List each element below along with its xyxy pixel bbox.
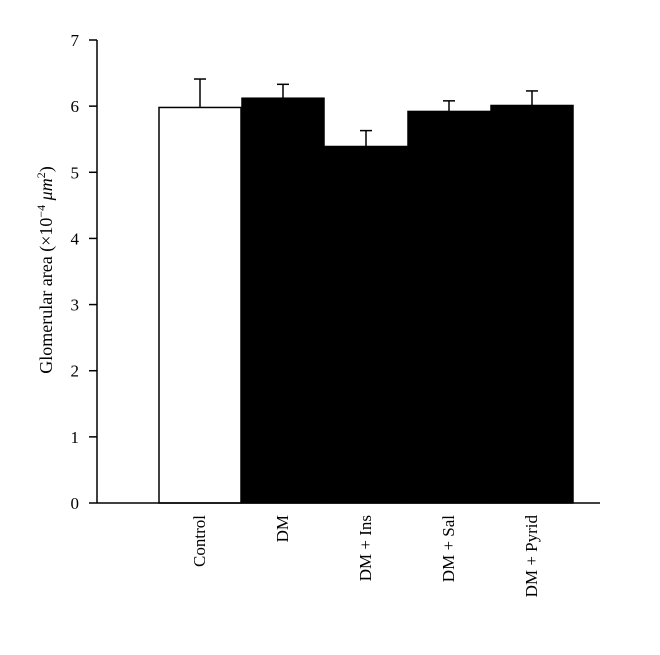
y-tick-label: 2 [71, 362, 80, 381]
bar-group [158, 97, 574, 504]
y-tick-label: 3 [71, 296, 80, 315]
y-axis-title-unit: μm [36, 178, 56, 205]
y-axis-title-unit-exponent: 2 [34, 172, 48, 178]
axes [96, 40, 600, 504]
y-tick-label: 6 [71, 97, 80, 116]
bar [490, 104, 574, 504]
bar [407, 110, 491, 504]
bar [324, 145, 408, 504]
y-tick-label: 7 [71, 31, 80, 50]
error-bar-group [194, 78, 538, 147]
x-category-label: DM [273, 515, 292, 542]
x-category-label: Control [190, 515, 209, 567]
bar [241, 97, 325, 504]
y-axis-title-exponent: −4 [34, 205, 48, 218]
x-category-label: DM + Ins [356, 515, 375, 581]
bar [158, 106, 242, 504]
y-tick-label: 0 [71, 494, 80, 513]
x-category-labels: Control DM DM + Ins DM + Sal DM + Pyrid [190, 515, 541, 598]
y-tick-label: 4 [71, 229, 80, 248]
y-tick-label: 5 [71, 163, 80, 182]
x-category-label: DM + Pyrid [522, 515, 541, 598]
y-axis-title-prefix: Glomerular area (×10 [36, 218, 57, 374]
y-ticks: 0 1 2 3 4 5 6 7 [71, 31, 97, 513]
y-tick-label: 1 [71, 428, 80, 447]
y-axis-title: Glomerular area (×10−4 μm2) [34, 166, 57, 373]
x-category-label: DM + Sal [439, 515, 458, 582]
y-axis-title-suffix: ) [36, 166, 57, 172]
